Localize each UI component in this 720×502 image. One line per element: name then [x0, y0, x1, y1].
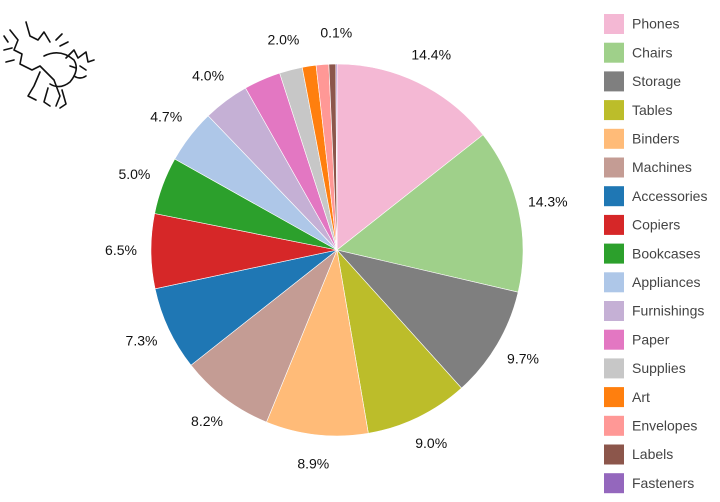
legend-label-envelopes: Envelopes	[632, 418, 697, 434]
legend-item-envelopes: Envelopes	[604, 415, 697, 436]
legend-item-tables: Tables	[604, 100, 672, 121]
pie-slice-storage	[336, 249, 519, 389]
legend-swatch-paper	[604, 329, 624, 350]
legend-swatch-labels	[604, 444, 624, 465]
legend-swatch-copiers	[604, 214, 624, 235]
legend-label-supplies: Supplies	[632, 360, 686, 376]
legend-label-bookcases: Bookcases	[632, 245, 700, 261]
pie-slices	[150, 63, 524, 437]
pie-value-labels: 14.4% 14.3% 9.7% 9.0% 8.9% 8.2% 7.3% 6.5% 5.0% 4.…	[105, 25, 568, 472]
legend-swatch-machines	[604, 157, 624, 178]
pie-slice-chairs	[336, 134, 524, 293]
pie-label-phones: 14.4%	[411, 46, 451, 62]
pie-slice-machines	[190, 249, 338, 423]
legend-label-storage: Storage	[632, 73, 681, 89]
legend-label-art: Art	[632, 389, 650, 405]
legend-item-phones: Phones	[604, 14, 679, 34]
legend-label-machines: Machines	[632, 159, 692, 175]
legend-item-bookcases: Bookcases	[604, 243, 700, 264]
legend-swatch-supplies	[604, 358, 624, 379]
legend-item-binders: Binders	[604, 128, 679, 149]
legend-swatch-binders	[604, 128, 624, 149]
legend-swatch-storage	[604, 71, 624, 92]
legend-swatch-accessories	[604, 186, 624, 207]
legend-swatch-envelopes	[604, 415, 624, 436]
pie-label-appliances: 4.7%	[150, 109, 182, 125]
legend-swatch-bookcases	[604, 243, 624, 264]
legend-swatch-tables	[604, 100, 624, 121]
legend-label-fasteners: Fasteners	[632, 475, 694, 491]
pie-label-bookcases: 5.0%	[118, 166, 150, 182]
legend-label-labels: Labels	[632, 446, 673, 462]
legend-label-furnishings: Furnishings	[632, 303, 704, 319]
legend-label-paper: Paper	[632, 331, 670, 347]
legend-item-paper: Paper	[604, 329, 670, 350]
pie-label-supplies: 2.0%	[267, 32, 299, 48]
legend-item-labels: Labels	[604, 444, 673, 465]
legend: Phones Chairs Storage Tables Binders Machines…	[604, 14, 707, 494]
legend-swatch-chairs	[604, 42, 624, 63]
pie-label-chairs: 14.3%	[528, 194, 568, 210]
pie-label-tables: 9.0%	[415, 435, 447, 451]
legend-swatch-art	[604, 387, 624, 408]
legend-item-machines: Machines	[604, 157, 692, 178]
legend-item-chairs: Chairs	[604, 42, 672, 63]
legend-label-accessories: Accessories	[632, 188, 707, 204]
legend-label-tables: Tables	[632, 102, 672, 118]
pie-slice-tables	[336, 249, 462, 434]
pie-label-binders: 8.9%	[297, 455, 329, 471]
pie-label-copiers: 6.5%	[105, 242, 137, 258]
legend-item-art: Art	[604, 387, 650, 408]
pie-label-furnishings: 4.0%	[192, 67, 224, 83]
scared-cat-icon	[3, 21, 95, 109]
legend-swatch-fasteners	[604, 473, 624, 494]
legend-label-chairs: Chairs	[632, 44, 672, 60]
legend-item-appliances: Appliances	[604, 272, 701, 293]
pie-label-storage: 9.7%	[507, 351, 539, 367]
legend-item-supplies: Supplies	[604, 358, 686, 379]
pie-label-fasteners: 0.1%	[320, 25, 352, 41]
legend-item-accessories: Accessories	[604, 186, 707, 207]
pie-label-machines: 8.2%	[191, 413, 223, 429]
legend-swatch-phones	[604, 14, 624, 34]
legend-label-copiers: Copiers	[632, 217, 680, 233]
legend-label-appliances: Appliances	[632, 274, 701, 290]
legend-label-phones: Phones	[632, 16, 679, 32]
legend-item-fasteners: Fasteners	[604, 473, 694, 494]
pie-slice-fasteners	[335, 63, 338, 251]
legend-item-storage: Storage	[604, 71, 681, 92]
pie-slice-binders	[266, 248, 369, 437]
legend-item-copiers: Copiers	[604, 214, 680, 235]
legend-swatch-furnishings	[604, 301, 624, 321]
pie-slice-phones	[336, 63, 484, 251]
pie-label-accessories: 7.3%	[126, 333, 158, 349]
legend-swatch-appliances	[604, 272, 624, 293]
legend-item-furnishings: Furnishings	[604, 301, 704, 321]
legend-label-binders: Binders	[632, 131, 679, 147]
